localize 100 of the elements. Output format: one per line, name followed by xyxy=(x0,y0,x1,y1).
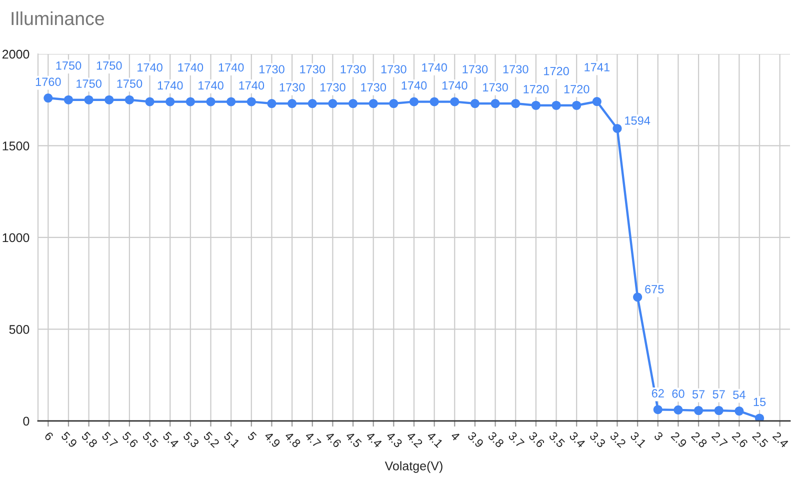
data-label: 1730 xyxy=(483,83,508,92)
x-tick-label: 5 xyxy=(247,431,257,442)
data-label: 1740 xyxy=(218,63,244,72)
data-label: 1730 xyxy=(280,83,305,92)
x-tick-label: 3.5 xyxy=(548,431,566,448)
point xyxy=(206,97,216,106)
x-tick-label: 3.6 xyxy=(528,431,546,448)
x-tick-label: 2.6 xyxy=(732,431,748,448)
point xyxy=(84,95,94,104)
point xyxy=(511,99,520,108)
x-tick-label: 3.9 xyxy=(467,431,484,448)
point xyxy=(124,95,134,104)
x-tick-label: 3.7 xyxy=(508,431,525,448)
data-label: 1741 xyxy=(584,63,610,72)
x-tick-label: 4.2 xyxy=(406,431,424,448)
x-tick-label: 4.7 xyxy=(304,431,322,448)
data-label: 1730 xyxy=(462,65,488,74)
point xyxy=(450,97,460,106)
data-label: 1740 xyxy=(178,63,204,72)
data-label: 1740 xyxy=(442,81,468,90)
data-label: 1730 xyxy=(300,65,326,74)
data-label: 1730 xyxy=(340,65,366,74)
y-tick-label: 2000 xyxy=(2,50,30,59)
point xyxy=(348,99,358,108)
x-tick-label: 5.5 xyxy=(142,431,159,448)
y-tick-label: 500 xyxy=(9,325,30,334)
x-tick-label: 2.4 xyxy=(772,431,790,448)
point xyxy=(734,406,744,416)
data-label: 1720 xyxy=(524,84,549,94)
chart-title: Illuminance xyxy=(12,11,104,26)
y-tick-label: 0 xyxy=(23,416,30,426)
data-label: 1730 xyxy=(361,83,386,92)
data-label: 1740 xyxy=(198,81,224,90)
data-label: 57 xyxy=(692,390,705,398)
data-label: 1740 xyxy=(158,81,183,90)
data-label: 1594 xyxy=(625,116,650,125)
x-tick-label: 2.5 xyxy=(752,431,769,448)
x-tick-label: 4.5 xyxy=(345,431,362,448)
x-axis-title: Volatge(V) xyxy=(384,461,442,473)
x-tick-label: 3.8 xyxy=(488,431,504,448)
point xyxy=(612,124,622,134)
point xyxy=(186,97,195,106)
x-tick-label: 5.4 xyxy=(162,431,180,448)
point xyxy=(694,406,704,416)
data-label: 1750 xyxy=(56,61,82,70)
point xyxy=(246,97,256,106)
point xyxy=(328,99,338,108)
data-label: 1740 xyxy=(138,63,162,72)
data-label: 1720 xyxy=(564,84,590,94)
y-tick-label: 1000 xyxy=(2,233,30,242)
x-tick-label: 2.9 xyxy=(670,431,688,448)
x-tick-label: 5.9 xyxy=(60,431,78,448)
data-label: 57 xyxy=(712,390,725,398)
data-label: 1730 xyxy=(503,65,528,74)
x-tick-label: 5.6 xyxy=(122,431,139,448)
data-label: 1730 xyxy=(381,65,406,74)
point xyxy=(166,97,175,106)
point xyxy=(714,406,724,416)
x-tick-label: 3.1 xyxy=(630,431,647,448)
x-tick-label: 4 xyxy=(450,431,460,442)
x-tick-label: 5.7 xyxy=(101,431,118,448)
data-label: 1750 xyxy=(96,61,122,70)
point xyxy=(633,292,642,302)
point xyxy=(552,100,561,110)
point xyxy=(572,100,582,110)
point xyxy=(64,95,73,104)
x-tick-label: 5.3 xyxy=(182,431,200,448)
data-label: 1740 xyxy=(402,81,427,90)
x-tick-label: 4.3 xyxy=(386,431,403,448)
data-label: 1740 xyxy=(422,63,447,72)
x-tick-label: 5.8 xyxy=(81,431,98,448)
data-label: 1760 xyxy=(36,78,61,86)
point xyxy=(490,99,500,108)
point xyxy=(104,95,114,104)
point xyxy=(368,99,378,108)
data-label: 1750 xyxy=(76,79,102,88)
y-tick-label: 1500 xyxy=(2,142,30,150)
x-tick-label: 3.2 xyxy=(610,431,626,448)
point xyxy=(755,414,764,421)
x-tick-label: 5.1 xyxy=(223,431,240,448)
data-label: 54 xyxy=(733,390,746,399)
x-tick-label: 4.6 xyxy=(324,431,342,448)
x-tick-label: 4.9 xyxy=(264,431,281,448)
data-label: 675 xyxy=(645,285,664,294)
x-tick-label: 6 xyxy=(44,431,54,442)
point xyxy=(288,99,297,108)
point xyxy=(592,97,602,106)
data-label: 62 xyxy=(652,389,664,398)
point xyxy=(389,99,398,108)
point xyxy=(674,405,683,414)
point xyxy=(409,97,419,106)
point xyxy=(226,97,236,106)
x-tick-label: 5.2 xyxy=(203,431,220,448)
data-label: 1730 xyxy=(260,65,284,74)
data-label: 1730 xyxy=(320,83,346,92)
point xyxy=(430,97,439,106)
data-label: 60 xyxy=(672,390,684,398)
x-tick-label: 4.4 xyxy=(366,431,382,448)
point xyxy=(145,97,154,106)
x-tick-label: 3.3 xyxy=(589,431,606,448)
